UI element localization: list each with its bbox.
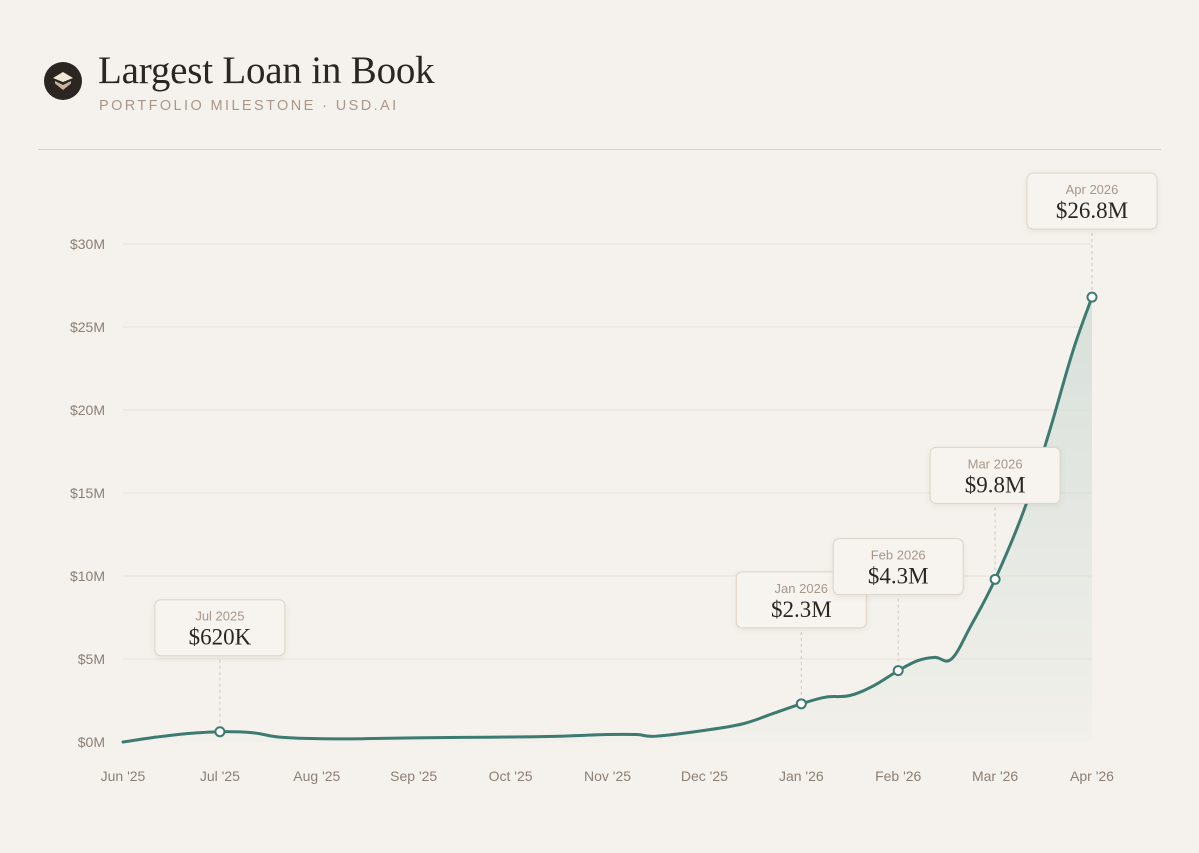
y-tick-label: $15M — [70, 485, 105, 501]
x-tick-label: Feb '26 — [875, 768, 921, 784]
x-tick-label: Nov '25 — [584, 768, 631, 784]
callout-period: Apr 2026 — [1066, 182, 1119, 197]
callout-box — [832, 538, 964, 596]
callout-value: $620K — [189, 625, 252, 650]
callout-period: Jul 2025 — [195, 609, 244, 624]
x-tick-label: Sep '25 — [390, 768, 437, 784]
callout-period: Feb 2026 — [871, 548, 926, 563]
data-point — [892, 665, 904, 677]
y-tick-label: $30M — [70, 236, 105, 252]
x-tick-label: Aug '25 — [293, 768, 340, 784]
y-tick-label: $5M — [78, 651, 105, 667]
y-tick-label: $20M — [70, 402, 105, 418]
milestone-callout: Mar 2026$9.8M — [929, 446, 1061, 585]
header-divider — [38, 149, 1161, 150]
callout-period: Mar 2026 — [968, 456, 1023, 471]
data-point — [214, 726, 226, 738]
data-point — [795, 698, 807, 710]
callout-period: Jan 2026 — [775, 581, 829, 596]
x-tick-label: Mar '26 — [972, 768, 1018, 784]
x-tick-label: Dec '25 — [681, 768, 728, 784]
logo-glyph — [53, 72, 73, 90]
data-point — [989, 573, 1001, 585]
milestone-callout: Jan 2026$2.3M — [735, 571, 867, 710]
callout-box — [1026, 172, 1158, 230]
milestone-callout: Feb 2026$4.3M — [832, 538, 964, 677]
y-tick-label: $25M — [70, 319, 105, 335]
x-tick-label: Oct '25 — [489, 768, 533, 784]
milestone-callout: Apr 2026$26.8M — [1026, 172, 1158, 303]
y-tick-label: $0M — [78, 734, 105, 750]
callout-box — [154, 599, 286, 657]
callout-value: $9.8M — [965, 472, 1026, 497]
x-tick-label: Jul '25 — [200, 768, 240, 784]
area-fill — [123, 297, 1092, 742]
callout-value: $4.3M — [868, 564, 929, 589]
callout-box — [929, 446, 1061, 504]
page-subtitle: PORTFOLIO MILESTONE · USD.AI — [99, 98, 399, 114]
series-line — [121, 295, 1094, 744]
milestone-callout: Jul 2025$620K — [154, 599, 286, 738]
page-title: Largest Loan in Book — [98, 49, 435, 92]
usdai-logo-icon — [44, 62, 82, 100]
data-point — [1086, 291, 1098, 303]
callout-value: $26.8M — [1056, 198, 1128, 223]
x-tick-label: Jan '26 — [779, 768, 824, 784]
x-tick-label: Apr '26 — [1070, 768, 1114, 784]
x-tick-label: Jun '25 — [101, 768, 146, 784]
callout-value: $2.3M — [771, 597, 832, 622]
y-tick-label: $10M — [70, 568, 105, 584]
